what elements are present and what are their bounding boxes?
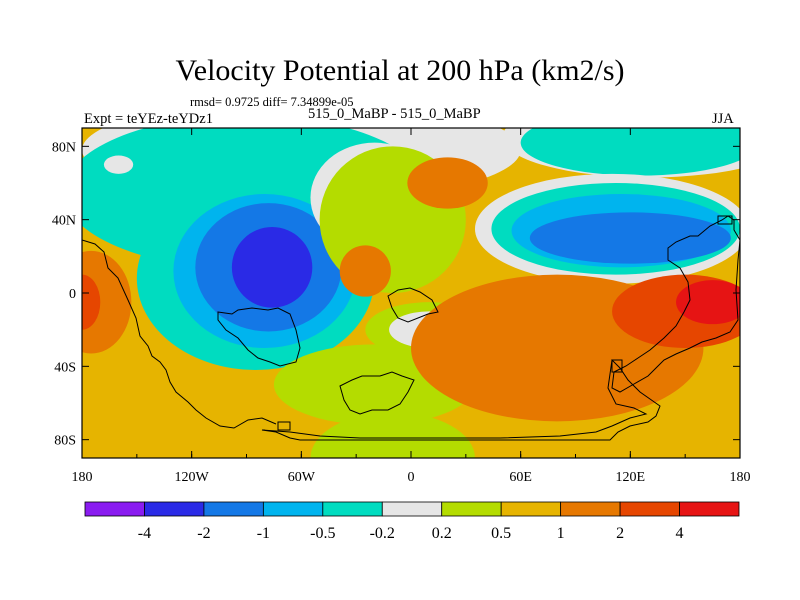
legend-level-label: -4	[138, 525, 151, 542]
legend-swatch	[441, 501, 502, 517]
x-axis: 180 120W 60W 0 60E 120E 180	[72, 128, 751, 485]
x-tick-label: 0	[408, 470, 415, 485]
contour-region	[103, 155, 134, 174]
x-tick-label: 180	[72, 470, 93, 485]
legend-level-label: -0.2	[370, 525, 395, 542]
legend-level-label: 0.5	[491, 525, 511, 542]
color-legend: -4 -2 -1 -0.5 -0.2 0.2 0.5 1 2 4	[84, 501, 740, 542]
contour-region	[231, 227, 313, 308]
coastline-southern-landmass	[339, 371, 415, 415]
legend-swatch	[322, 501, 383, 517]
legend-level-label: -2	[197, 525, 210, 542]
y-tick-label: 40S	[54, 360, 76, 375]
legend-swatch	[203, 501, 264, 517]
coastline-antarctica	[261, 358, 661, 441]
y-tick-label: 80N	[52, 140, 76, 155]
chart-title: Velocity Potential at 200 hPa (km2/s)	[175, 54, 625, 87]
season-label: JJA	[712, 111, 734, 127]
experiment-label: Expt = teYEz-teYDz1	[84, 111, 213, 127]
legend-swatch	[144, 501, 205, 517]
contour-region	[310, 412, 475, 458]
legend-level-label: 4	[676, 525, 684, 542]
coastline-australia	[611, 215, 740, 393]
x-tick-label: 120E	[616, 470, 646, 485]
stats-label: rmsd= 0.9725 diff= 7.34899e-05	[190, 95, 354, 109]
legend-level-label: 1	[557, 525, 565, 542]
legend-level-label: 0.2	[432, 525, 452, 542]
legend-swatch	[560, 501, 621, 517]
legend-level-label: 2	[616, 525, 624, 542]
legend-swatch	[262, 501, 324, 517]
legend-level-label: -0.5	[310, 525, 335, 542]
contour-region	[676, 280, 740, 325]
x-tick-label: 120W	[175, 470, 210, 485]
x-tick-label: 180	[730, 470, 751, 485]
y-tick-label: 80S	[54, 434, 76, 449]
contour-region	[407, 157, 488, 209]
legend-swatch	[500, 501, 562, 517]
contour-region	[82, 250, 132, 354]
legend-swatch	[84, 501, 145, 517]
case-label: 515_0_MaBP - 515_0_MaBP	[308, 106, 481, 122]
y-tick-label: 0	[69, 287, 76, 302]
coastline-africa	[387, 287, 439, 323]
x-tick-label: 60W	[288, 470, 316, 485]
x-tick-label: 60E	[509, 470, 532, 485]
legend-swatch	[679, 501, 740, 517]
contour-region	[529, 212, 731, 264]
coastline-americas	[82, 239, 277, 429]
coastline-south-america	[217, 307, 301, 367]
legend-swatch	[619, 501, 680, 517]
y-axis: 80N 40N 0 40S 80S	[52, 140, 740, 449]
legend-swatch	[381, 501, 443, 517]
coastline-islands	[277, 215, 733, 431]
contour-region	[520, 128, 740, 176]
contour-region	[82, 274, 101, 330]
legend-level-label: -1	[257, 525, 270, 542]
contour-region	[339, 245, 391, 297]
y-tick-label: 40N	[52, 214, 76, 229]
